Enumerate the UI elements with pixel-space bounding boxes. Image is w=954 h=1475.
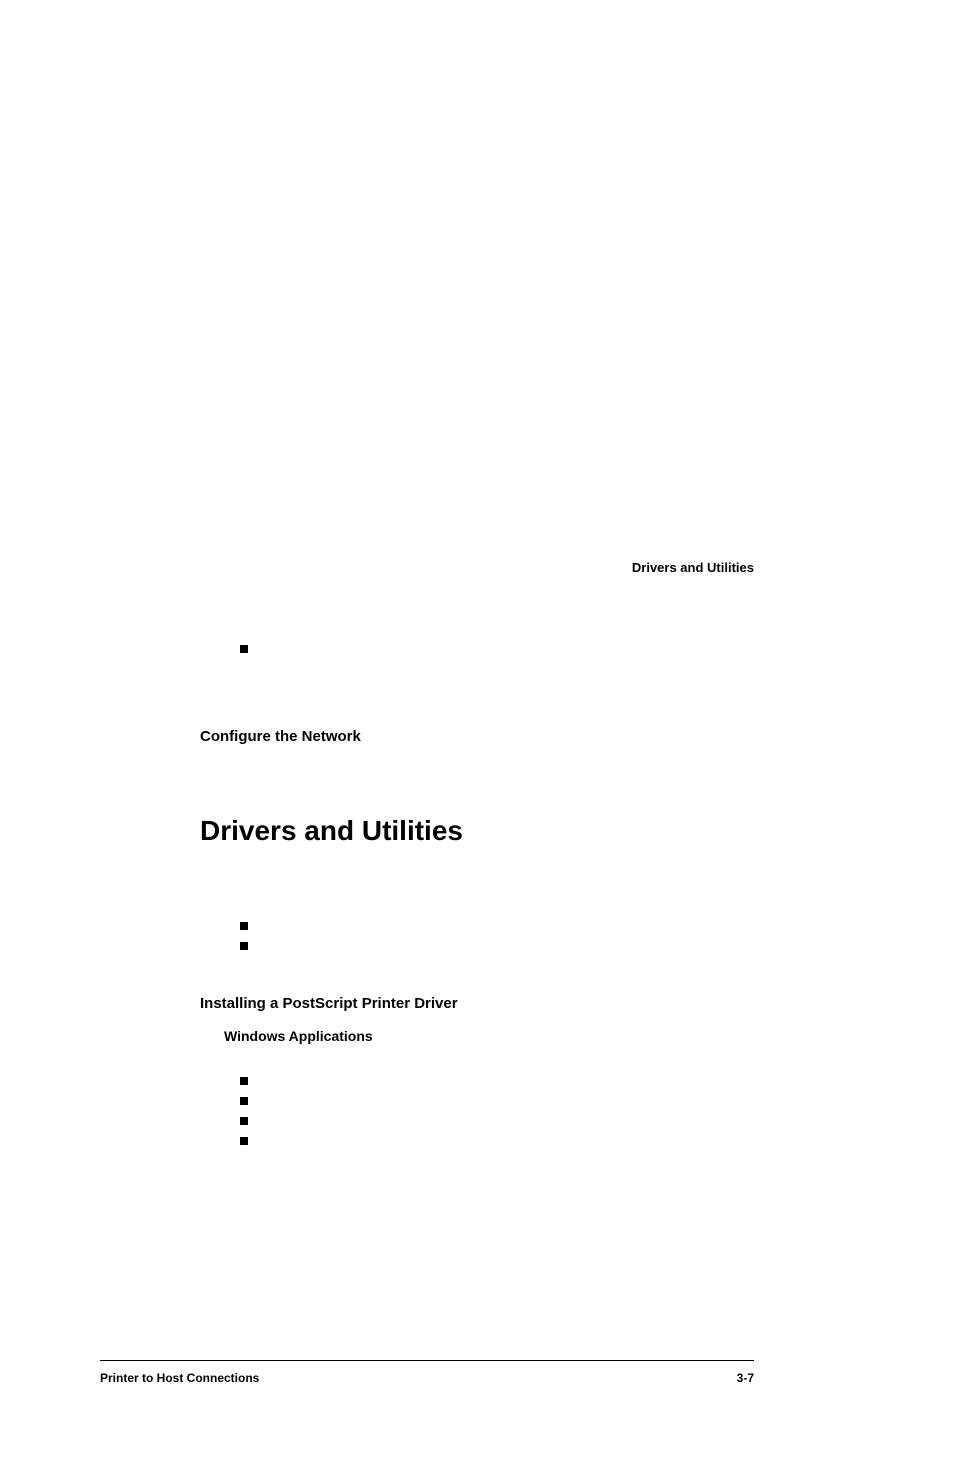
bullet-icon [240,1077,248,1085]
list-item [240,1092,754,1106]
bullet-list-3 [240,1072,754,1146]
footer-right: 3-7 [737,1371,754,1385]
list-item [240,1072,754,1086]
list-item [240,917,754,931]
list-item [240,640,754,658]
subhead-configure-network: Configure the Network [200,728,754,745]
bullet-icon [240,942,248,950]
main-heading: Drivers and Utilities [200,815,754,847]
page-header-right: Drivers and Utilities [632,560,754,575]
bullet-list-2 [240,917,754,951]
bullet-icon [240,645,248,653]
bullet-icon [240,1137,248,1145]
page-footer: Printer to Host Connections 3-7 [100,1360,754,1385]
bullet-icon [240,1117,248,1125]
list-item [240,1132,754,1146]
bullet-section-1 [240,640,754,658]
list-item [240,937,754,951]
bullet-icon [240,922,248,930]
footer-left: Printer to Host Connections [100,1371,259,1385]
subhead-installing-driver: Installing a PostScript Printer Driver [200,995,754,1012]
list-item [240,1112,754,1126]
bullet-icon [240,1097,248,1105]
subsubhead-windows-apps: Windows Applications [224,1028,754,1044]
page-container: Drivers and Utilities Configure the Netw… [0,0,954,1475]
